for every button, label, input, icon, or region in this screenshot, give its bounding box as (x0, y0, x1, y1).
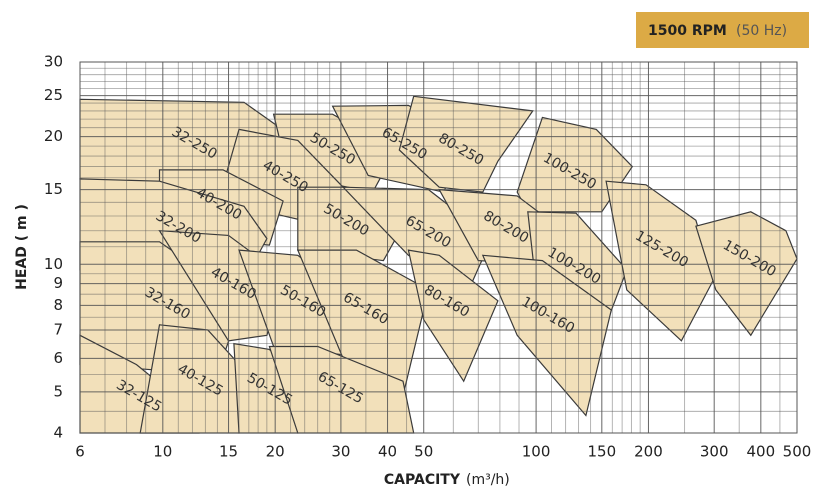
badge (636, 12, 809, 48)
plot-frame (79, 61, 798, 434)
x-tick-label: 100 (522, 443, 551, 461)
chart-subtitle: (50 Hz) (736, 23, 787, 39)
y-tick-label: 8 (53, 296, 63, 314)
y-tick-label: 6 (53, 349, 63, 367)
x-tick-label: 500 (783, 443, 812, 461)
y-tick-label: 20 (44, 127, 63, 145)
y-tick-label: 15 (44, 180, 63, 198)
y-tick-label: 30 (44, 53, 63, 71)
pump-region (296, 249, 430, 397)
x-tick-label: 150 (588, 443, 617, 461)
x-tick-label: 400 (747, 443, 776, 461)
y-tick-label: 5 (53, 382, 63, 400)
x-tick-label: 10 (153, 443, 172, 461)
x-axis-unit: (m³/h) (466, 472, 510, 488)
x-tick-label: 40 (378, 443, 397, 461)
y-tick-label: 10 (44, 255, 63, 273)
y-tick-label: 4 (53, 424, 63, 442)
y-axis-label: HEAD ( m ) (14, 204, 30, 290)
chart-title: 1500 RPM (648, 23, 727, 39)
y-tick-label: 9 (53, 274, 63, 292)
x-tick-label: 300 (700, 443, 729, 461)
x-tick-label: 15 (219, 443, 238, 461)
pump-region (481, 254, 612, 417)
x-tick-label: 200 (634, 443, 663, 461)
x-tick-label: 50 (414, 443, 433, 461)
x-tick-label: 6 (75, 443, 85, 461)
x-tick-label: 20 (266, 443, 285, 461)
y-tick-label: 25 (44, 86, 63, 104)
x-tick-label: 30 (331, 443, 350, 461)
x-axis-label: CAPACITY (384, 472, 461, 488)
y-tick-label: 7 (53, 320, 63, 338)
